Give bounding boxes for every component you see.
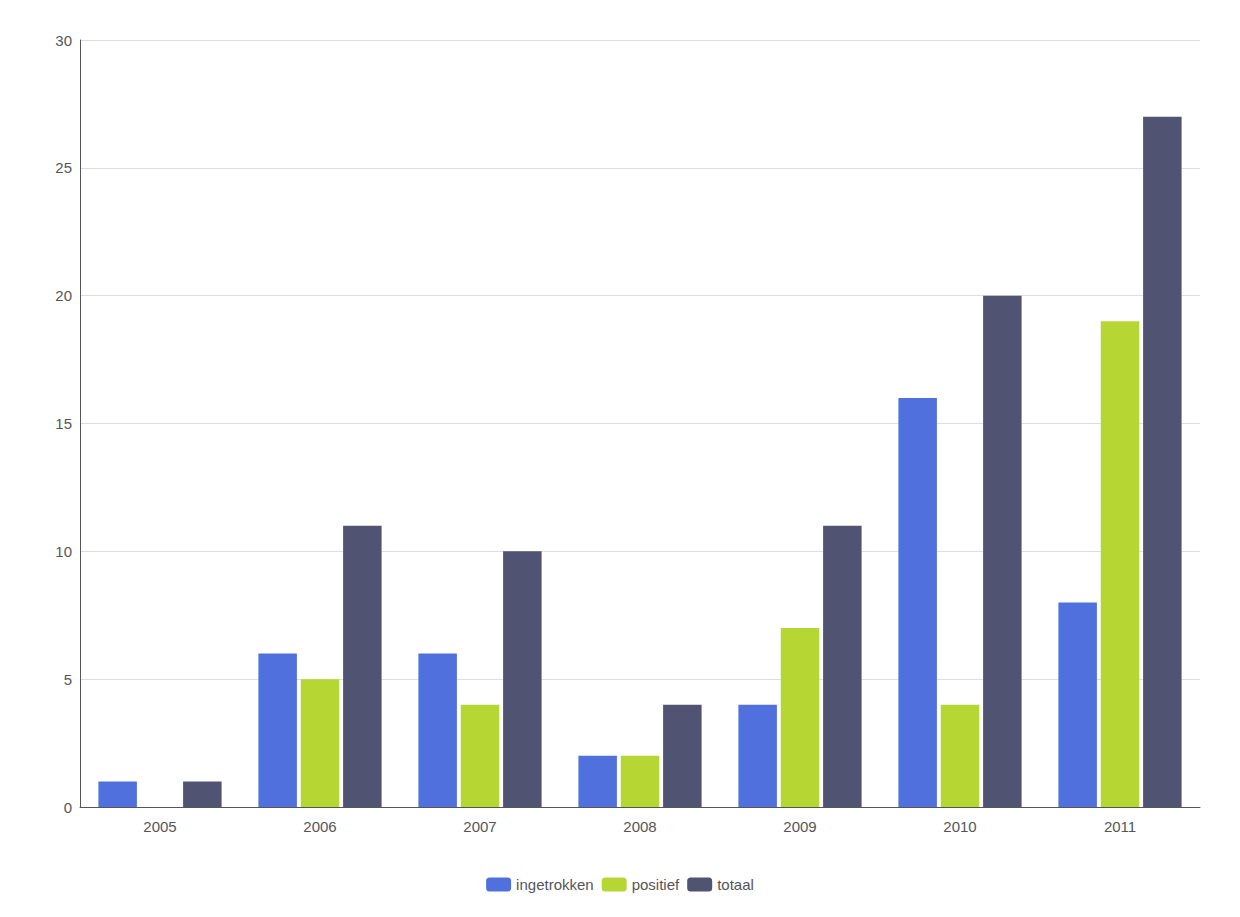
svg-text:2009: 2009 [783, 818, 816, 835]
svg-text:15: 15 [55, 415, 72, 432]
svg-text:2005: 2005 [143, 818, 176, 835]
svg-text:0: 0 [64, 799, 72, 816]
svg-text:2010: 2010 [943, 818, 976, 835]
svg-text:totaal: totaal [717, 876, 754, 893]
svg-text:positief: positief [632, 876, 680, 893]
svg-text:20: 20 [55, 287, 72, 304]
svg-text:2011: 2011 [1104, 818, 1136, 835]
svg-text:2006: 2006 [303, 818, 336, 835]
svg-text:ingetrokken: ingetrokken [516, 876, 594, 893]
svg-text:2008: 2008 [623, 818, 656, 835]
svg-text:10: 10 [55, 543, 72, 560]
svg-text:30: 30 [55, 32, 72, 49]
svg-text:25: 25 [55, 159, 72, 176]
svg-text:5: 5 [64, 671, 72, 688]
svg-text:2007: 2007 [463, 818, 496, 835]
